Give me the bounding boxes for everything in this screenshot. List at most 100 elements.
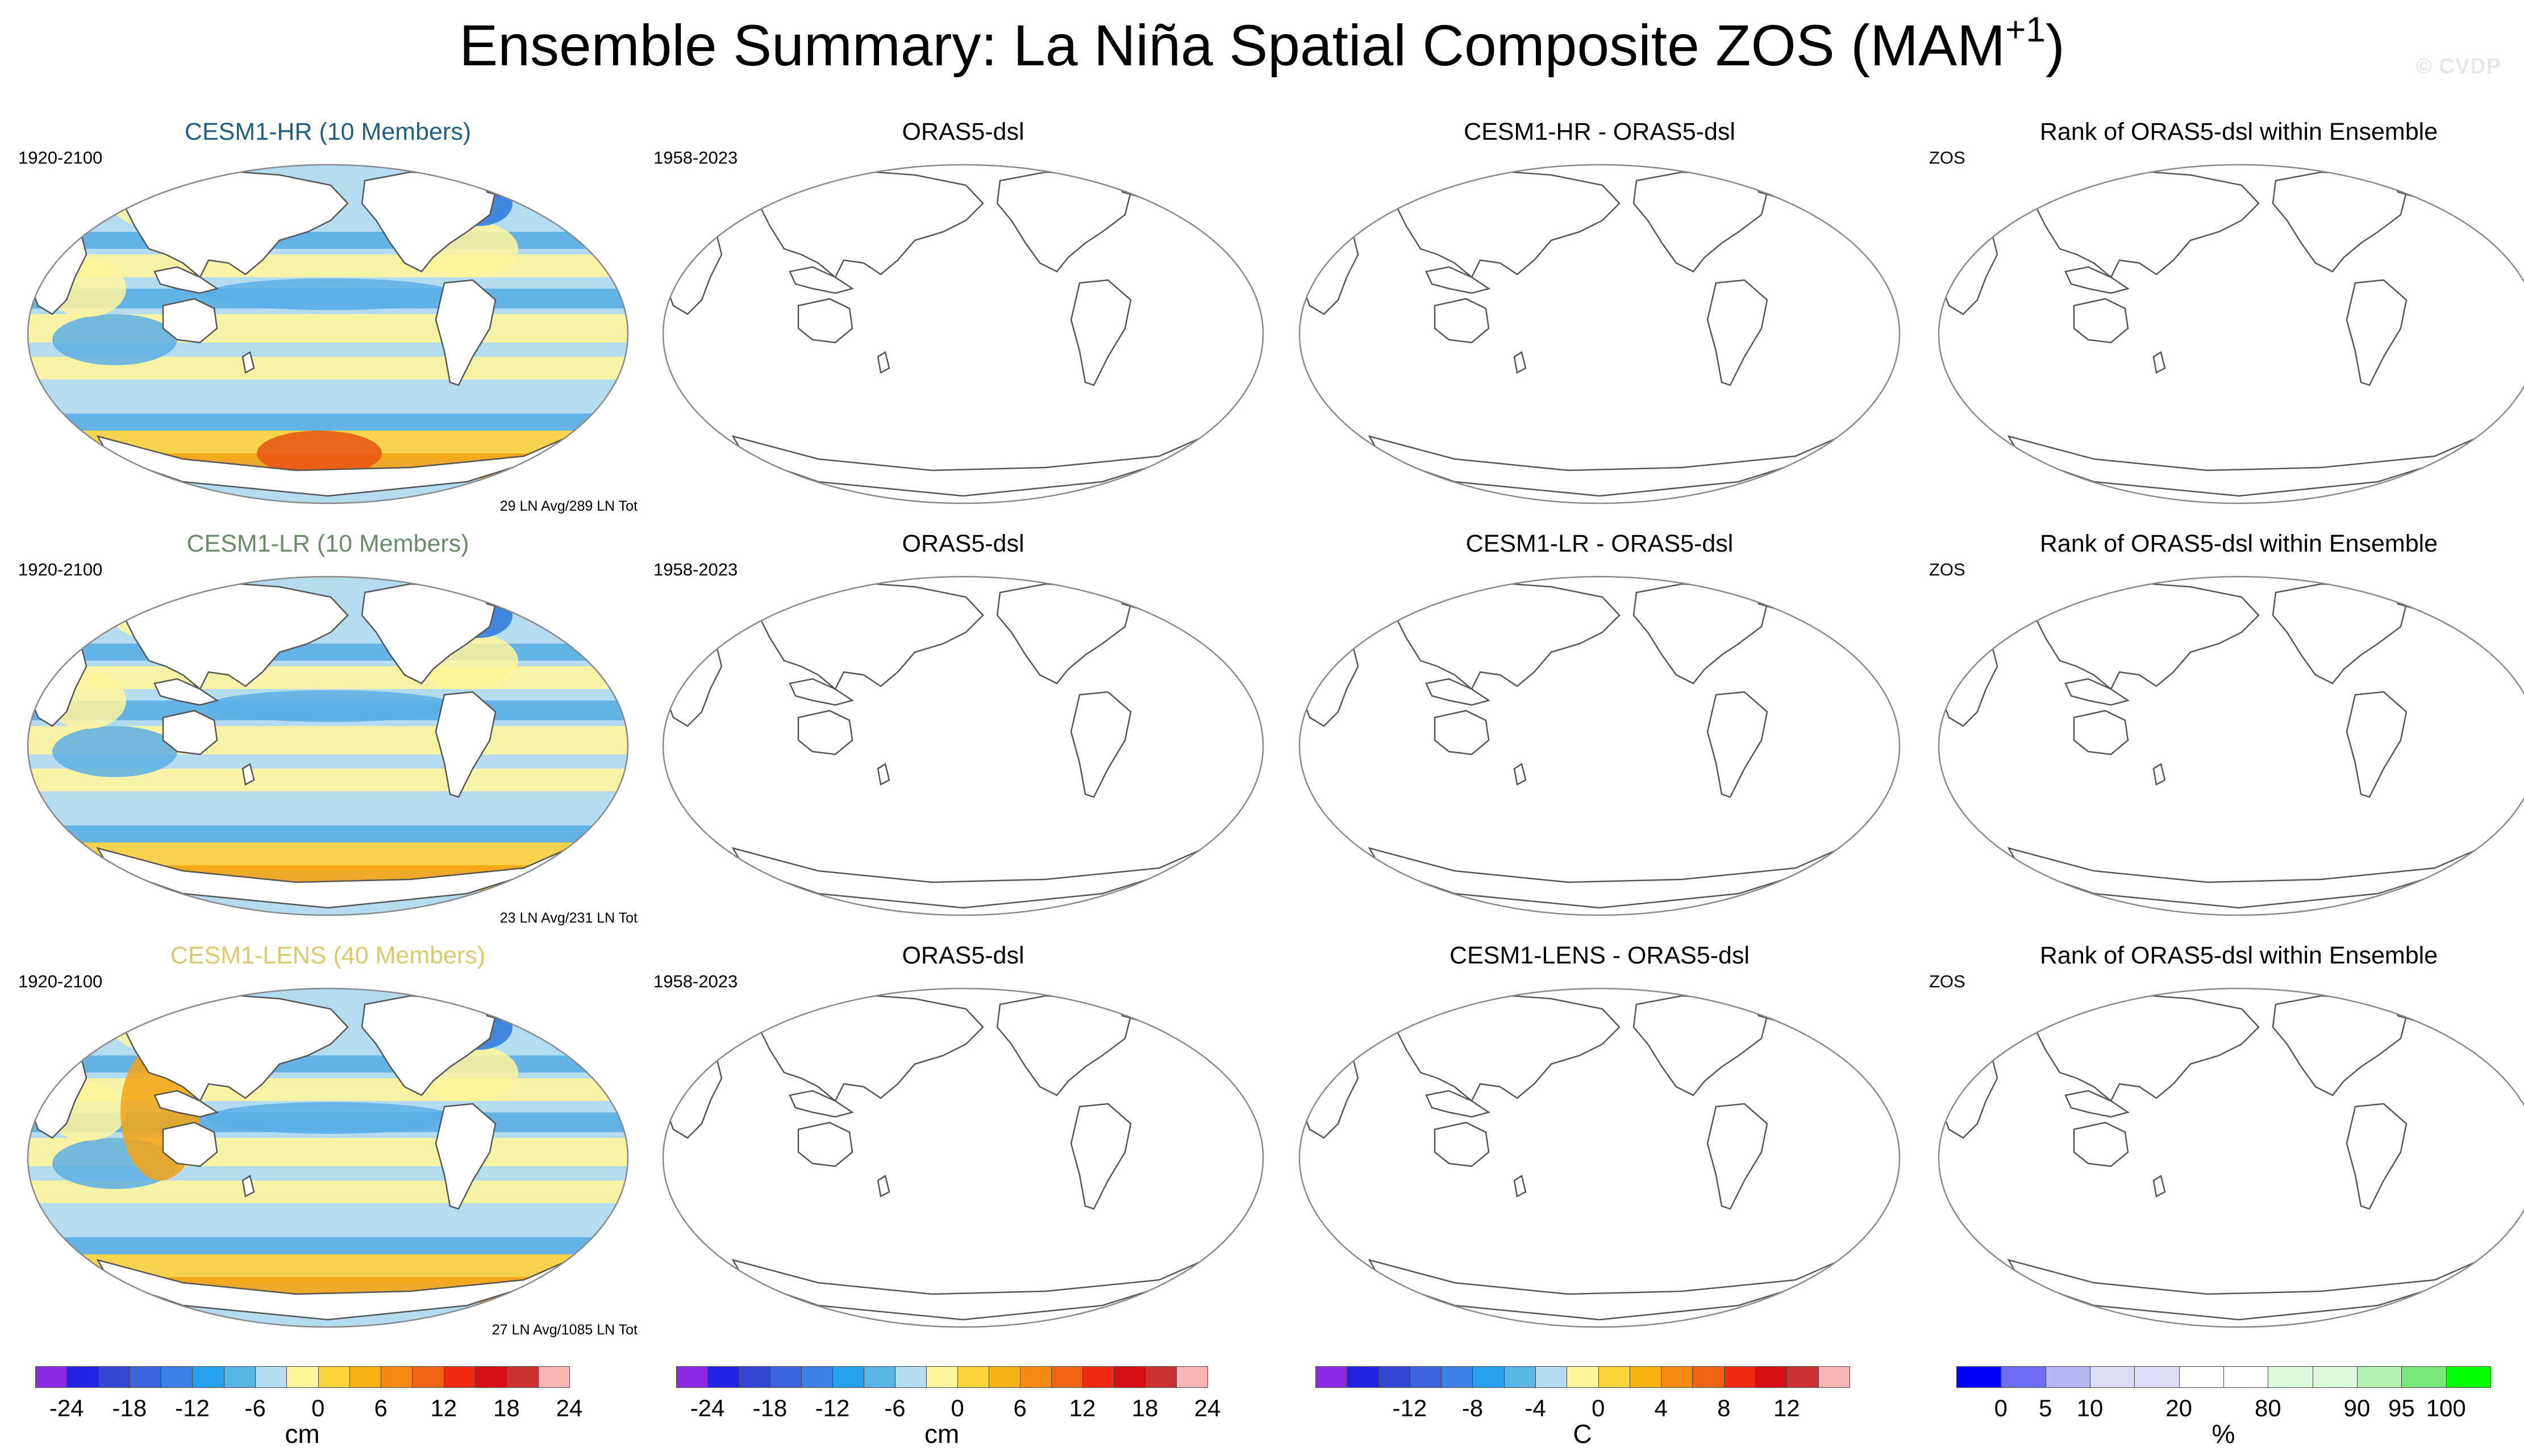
- colorbar-tick-label: -6: [244, 1395, 266, 1421]
- continent-south-america: [1706, 279, 1768, 386]
- panel-model-row1: CESM1-HR (10 Members) 1920-2100 29 LN Avg/…: [13, 118, 643, 533]
- colorbar-swatch: [98, 1366, 130, 1388]
- world-map: [662, 164, 1264, 504]
- colorbar-swatch: [1472, 1366, 1505, 1388]
- ocean-anomaly: [206, 1102, 456, 1134]
- panel-period: 1920-2100: [18, 560, 103, 579]
- colorbar-swatch: [2312, 1366, 2358, 1388]
- continent-south-america: [1070, 1103, 1132, 1210]
- panel-event-counts: 27 LN Avg/1085 LN Tot: [492, 1322, 638, 1338]
- continent-south-america: [2346, 1103, 2408, 1210]
- colorbar-swatch: [2001, 1366, 2046, 1388]
- continent-australia: [2073, 298, 2129, 344]
- continent-australia: [797, 298, 853, 344]
- continent-antarctica: [731, 1258, 1207, 1321]
- panel-rank-row1: Rank of ORAS5-dsl within Ensemble ZOS: [1923, 118, 2524, 533]
- continent-asia-europe: [2036, 993, 2260, 1102]
- figure-title: Ensemble Summary: La Niña Spatial Compos…: [459, 10, 2065, 78]
- colorbar-swatch: [1114, 1366, 1146, 1388]
- panel-title: CESM1-HR - ORAS5-dsl: [1464, 118, 1735, 145]
- colorbar-swatch: [2179, 1366, 2224, 1388]
- colorbar-swatch: [1145, 1366, 1177, 1388]
- colorbar-swatch: [676, 1366, 708, 1388]
- colorbar-tick-label: -6: [884, 1395, 906, 1421]
- panel-obs-row1: ORAS5-dsl 1958-2023: [648, 118, 1278, 533]
- continent-maritime: [789, 266, 854, 294]
- continent-new-zealand: [2152, 763, 2166, 786]
- colorbar-swatch: [318, 1366, 350, 1388]
- colorbar-swatch: [1441, 1366, 1473, 1388]
- colorbar-swatch: [1409, 1366, 1442, 1388]
- colorbar-swatch: [1755, 1366, 1788, 1388]
- continent-maritime: [153, 266, 219, 294]
- colorbar-swatch: [707, 1366, 739, 1388]
- colorbar-swatches: [1956, 1366, 2491, 1388]
- continent-south-america: [2346, 691, 2408, 798]
- colorbar-tick-label: -12: [1392, 1395, 1427, 1421]
- colorbar-unit: cm: [924, 1419, 960, 1449]
- panel-title: CESM1-LENS (40 Members): [170, 942, 486, 969]
- colorbar-tick-label: -24: [690, 1395, 725, 1421]
- colorbar-tick-label: 10: [2076, 1395, 2104, 1421]
- world-map: [27, 164, 629, 504]
- ocean-anomaly: [206, 278, 456, 310]
- panel-title: CESM1-LR (10 Members): [186, 530, 469, 557]
- continent-asia-europe: [760, 993, 984, 1102]
- colorbar-tick-label: 0: [311, 1395, 325, 1421]
- ocean-anomaly: [206, 690, 456, 722]
- colorbar-swatches: [676, 1366, 1208, 1388]
- continent-australia: [797, 710, 853, 756]
- panel-title: Rank of ORAS5-dsl within Ensemble: [2039, 118, 2438, 145]
- colorbar-swatch: [443, 1366, 476, 1388]
- panel-event-counts: 29 LN Avg/289 LN Tot: [499, 498, 638, 514]
- colorbar-swatch: [286, 1366, 319, 1388]
- continent-africa: [1939, 1040, 1998, 1139]
- continent-asia-europe: [125, 581, 349, 690]
- panel-diff-row1: CESM1-HR - ORAS5-dsl: [1284, 118, 1915, 533]
- colorbar-swatch: [2401, 1366, 2447, 1388]
- map-border: [662, 575, 1264, 916]
- colorbar-swatch: [1176, 1366, 1208, 1388]
- continent-maritime: [2064, 678, 2130, 706]
- colorbar-tick-label: -4: [1525, 1395, 1546, 1421]
- colorbar-swatch: [412, 1366, 444, 1388]
- continent-australia: [162, 298, 218, 344]
- world-map: [27, 987, 629, 1328]
- panel-variable-label: ZOS: [1929, 148, 1965, 168]
- panel-model-row2: CESM1-LR (10 Members) 1920-2100 23 LN Avg/…: [13, 530, 643, 945]
- continent-africa: [1939, 628, 1998, 727]
- map-border: [1298, 164, 1901, 504]
- continent-south-america: [1070, 691, 1132, 798]
- continent-asia-europe: [125, 169, 349, 278]
- continent-australia: [1434, 710, 1490, 756]
- continent-maritime: [153, 678, 219, 706]
- colorbar-swatch: [1347, 1366, 1379, 1388]
- continent-south-america: [435, 691, 497, 798]
- continent-maritime: [1425, 266, 1490, 294]
- continent-maritime: [2064, 1090, 2130, 1118]
- colorbar-swatch: [1535, 1366, 1568, 1388]
- continent-south-america: [2346, 279, 2408, 386]
- colorbar-tick-label: 12: [430, 1395, 457, 1421]
- colorbar-tick-label: 12: [1069, 1395, 1096, 1421]
- world-map: [1298, 575, 1901, 916]
- colorbar-tick-label: -12: [175, 1395, 210, 1421]
- panel-diff-row2: CESM1-LR - ORAS5-dsl: [1284, 530, 1915, 945]
- ocean-band: [28, 414, 628, 431]
- colorbar-unit: cm: [285, 1419, 320, 1449]
- continent-australia: [162, 1121, 218, 1167]
- continent-maritime: [1425, 678, 1490, 706]
- colorbar-swatch: [2268, 1366, 2313, 1388]
- continent-africa: [663, 1040, 723, 1139]
- map-border: [1938, 987, 2524, 1328]
- colorbar-swatch: [1956, 1366, 2002, 1388]
- continent-maritime: [153, 1090, 219, 1118]
- continent-australia: [162, 710, 218, 756]
- colorbar-tick-label: -24: [49, 1395, 84, 1421]
- colorbar-tick-label: 80: [2254, 1395, 2281, 1421]
- ocean-band: [28, 803, 628, 825]
- colorbar-swatch: [349, 1366, 382, 1388]
- colorbar-swatch: [1567, 1366, 1599, 1388]
- continent-africa: [1300, 628, 1359, 727]
- colorbar-tick-label: 4: [1654, 1395, 1668, 1421]
